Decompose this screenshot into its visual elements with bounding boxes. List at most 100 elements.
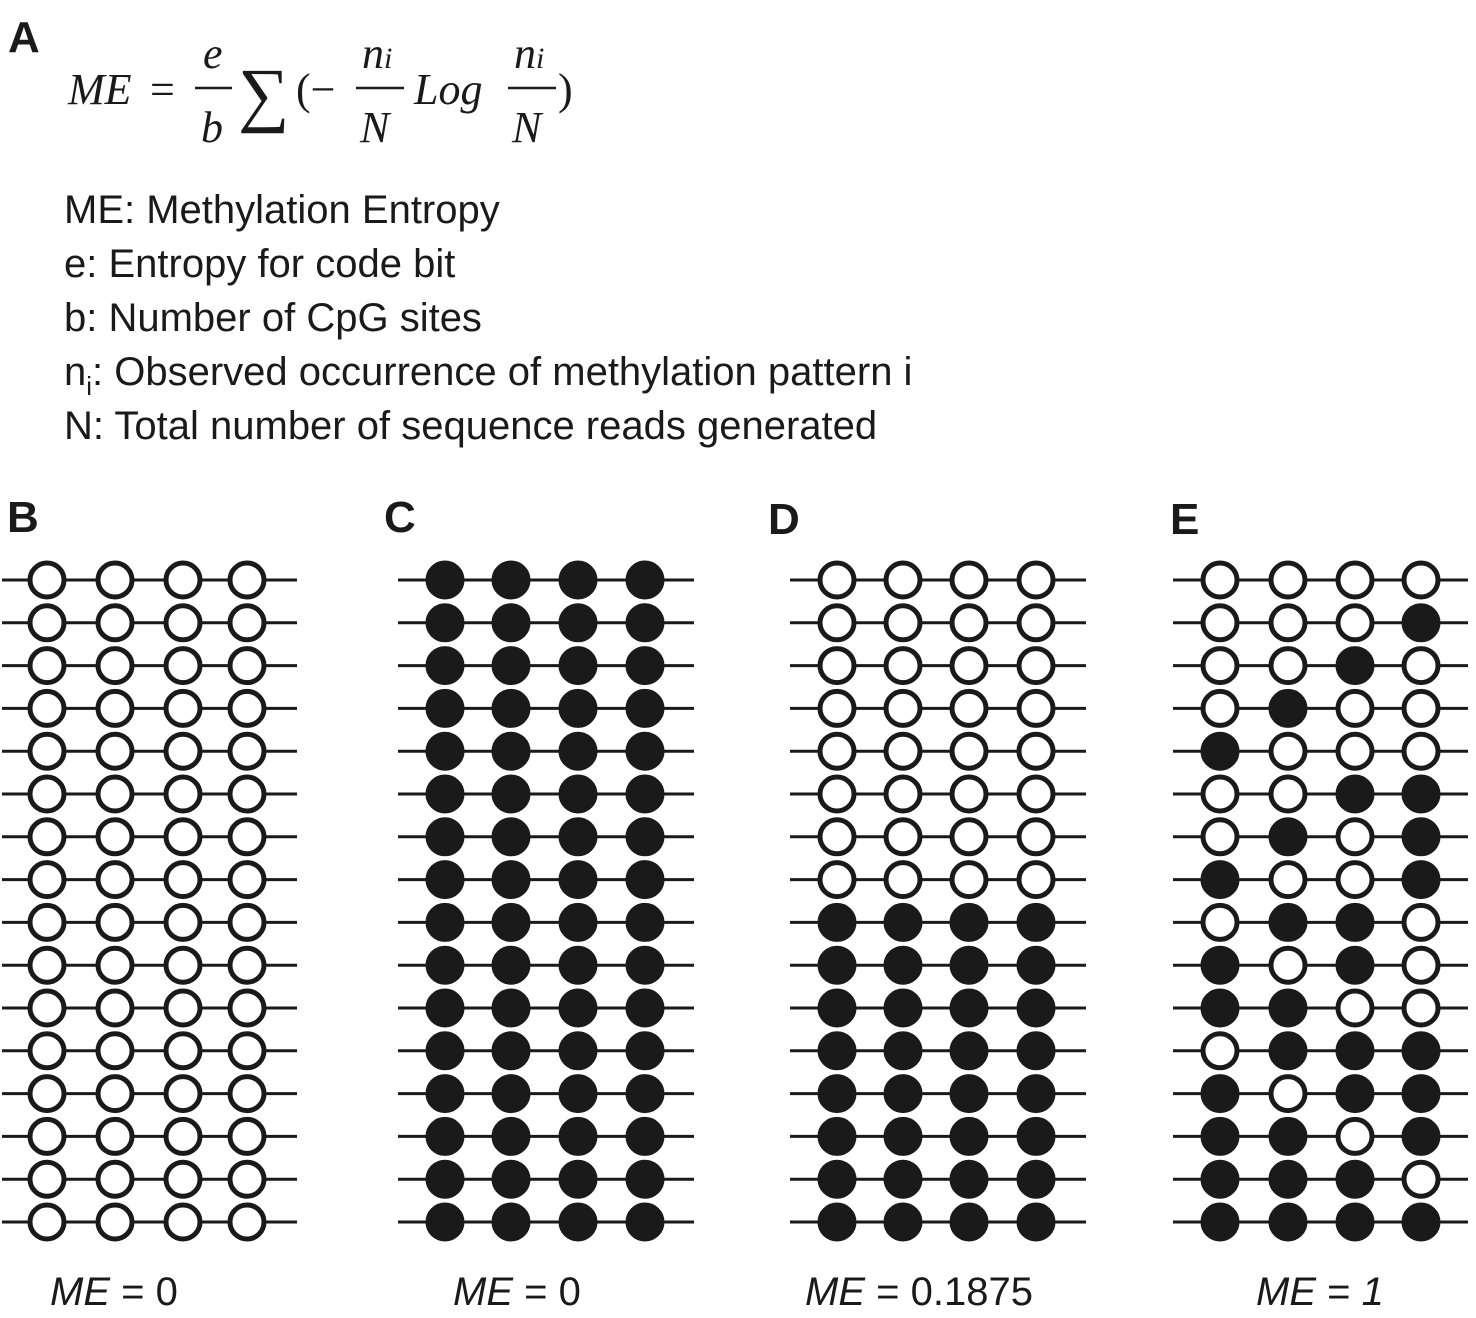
panel-label-e: E: [1170, 495, 1200, 544]
methylated-cpg-circle: [1401, 1031, 1441, 1071]
methylated-cpg-circle: [817, 988, 857, 1028]
unmethylated-cpg-circle: [227, 817, 267, 857]
definition-symbol: ME: [64, 188, 124, 232]
methylated-cpg-circle: [1268, 1031, 1308, 1071]
unmethylated-cpg-circle: [95, 731, 135, 771]
formula-log: Log: [413, 65, 482, 114]
methylated-cpg-circle: [425, 1116, 465, 1156]
panel-label-a: A: [8, 13, 40, 62]
unmethylated-cpg-circle: [227, 945, 267, 985]
unmethylated-cpg-circle: [95, 945, 135, 985]
me-variable: ME: [1256, 1270, 1316, 1314]
unmethylated-cpg-circle: [1268, 603, 1308, 643]
me-value: 0.1875: [910, 1270, 1033, 1314]
me-equals: =: [865, 1270, 911, 1314]
methylated-cpg-circle: [625, 1074, 665, 1114]
unmethylated-cpg-circle: [949, 646, 989, 686]
methylated-cpg-circle: [625, 603, 665, 643]
unmethylated-cpg-circle: [95, 860, 135, 900]
unmethylated-cpg-circle: [1335, 988, 1375, 1028]
methylated-cpg-circle: [1016, 1159, 1056, 1199]
unmethylated-cpg-circle: [227, 560, 267, 600]
unmethylated-cpg-circle: [27, 688, 67, 728]
definition-subscript: i: [86, 371, 93, 401]
methylated-cpg-circle: [1016, 1031, 1056, 1071]
definition-symbol: n: [64, 350, 87, 394]
definition-symbol: N: [64, 404, 93, 448]
methylated-cpg-circle: [1268, 988, 1308, 1028]
unmethylated-cpg-circle: [817, 774, 857, 814]
unmethylated-cpg-circle: [227, 1116, 267, 1156]
unmethylated-cpg-circle: [163, 688, 203, 728]
methylated-cpg-circle: [425, 603, 465, 643]
methylated-cpg-circle: [625, 902, 665, 942]
unmethylated-cpg-circle: [817, 731, 857, 771]
methylated-cpg-circle: [1335, 1074, 1375, 1114]
unmethylated-cpg-circle: [817, 817, 857, 857]
methylated-cpg-circle: [425, 817, 465, 857]
unmethylated-cpg-circle: [1268, 560, 1308, 600]
me-value: 0: [558, 1270, 581, 1314]
unmethylated-cpg-circle: [1016, 646, 1056, 686]
methylated-cpg-circle: [1016, 1202, 1056, 1242]
formula-N-denominator-2: N: [511, 103, 544, 152]
unmethylated-cpg-circle: [95, 688, 135, 728]
unmethylated-cpg-circle: [27, 945, 67, 985]
methylated-cpg-circle: [817, 1159, 857, 1199]
methylated-cpg-circle: [883, 945, 923, 985]
unmethylated-cpg-circle: [1335, 731, 1375, 771]
unmethylated-cpg-circle: [227, 1031, 267, 1071]
methylated-cpg-circle: [625, 560, 665, 600]
unmethylated-cpg-circle: [949, 560, 989, 600]
methylated-cpg-circle: [1268, 1159, 1308, 1199]
me-label-e: ME = 1: [1256, 1266, 1384, 1318]
unmethylated-cpg-circle: [1401, 646, 1441, 686]
methylated-cpg-circle: [625, 1159, 665, 1199]
unmethylated-cpg-circle: [227, 1074, 267, 1114]
methylated-cpg-circle: [1268, 902, 1308, 942]
unmethylated-cpg-circle: [1200, 817, 1240, 857]
me-value: 0: [155, 1270, 178, 1314]
unmethylated-cpg-circle: [95, 1159, 135, 1199]
unmethylated-cpg-circle: [163, 817, 203, 857]
methylated-cpg-circle: [625, 945, 665, 985]
me-equals: =: [513, 1270, 559, 1314]
unmethylated-cpg-circle: [163, 603, 203, 643]
unmethylated-cpg-circle: [95, 560, 135, 600]
methylated-cpg-circle: [1200, 1202, 1240, 1242]
unmethylated-cpg-circle: [227, 860, 267, 900]
methylated-cpg-circle: [1200, 731, 1240, 771]
methylated-cpg-circle: [949, 1202, 989, 1242]
unmethylated-cpg-circle: [883, 774, 923, 814]
unmethylated-cpg-circle: [1401, 560, 1441, 600]
unmethylated-cpg-circle: [27, 902, 67, 942]
unmethylated-cpg-circle: [1268, 731, 1308, 771]
definition-me: ME: Methylation Entropy: [64, 183, 912, 237]
methylated-cpg-circle: [625, 688, 665, 728]
unmethylated-cpg-circle: [883, 560, 923, 600]
panel-c-lollipops: [398, 560, 694, 1242]
methylated-cpg-circle: [491, 774, 531, 814]
methylated-cpg-circle: [491, 860, 531, 900]
definition-list: ME: Methylation Entropy e: Entropy for c…: [64, 183, 912, 453]
unmethylated-cpg-circle: [883, 817, 923, 857]
unmethylated-cpg-circle: [817, 688, 857, 728]
unmethylated-cpg-circle: [95, 1116, 135, 1156]
methylated-cpg-circle: [1268, 1202, 1308, 1242]
me-label-b: ME = 0: [50, 1266, 178, 1318]
formula-lhs: ME: [67, 65, 132, 114]
unmethylated-cpg-circle: [163, 1074, 203, 1114]
methylated-cpg-circle: [491, 1116, 531, 1156]
methylated-cpg-circle: [558, 731, 598, 771]
methylated-cpg-circle: [883, 1159, 923, 1199]
methylated-cpg-circle: [1200, 1116, 1240, 1156]
methylated-cpg-circle: [883, 1031, 923, 1071]
unmethylated-cpg-circle: [1016, 688, 1056, 728]
methylated-cpg-circle: [491, 1159, 531, 1199]
unmethylated-cpg-circle: [1268, 774, 1308, 814]
methylated-cpg-circle: [883, 1116, 923, 1156]
unmethylated-cpg-circle: [27, 560, 67, 600]
methylated-cpg-circle: [425, 902, 465, 942]
methylated-cpg-circle: [558, 817, 598, 857]
methylated-cpg-circle: [425, 1159, 465, 1199]
